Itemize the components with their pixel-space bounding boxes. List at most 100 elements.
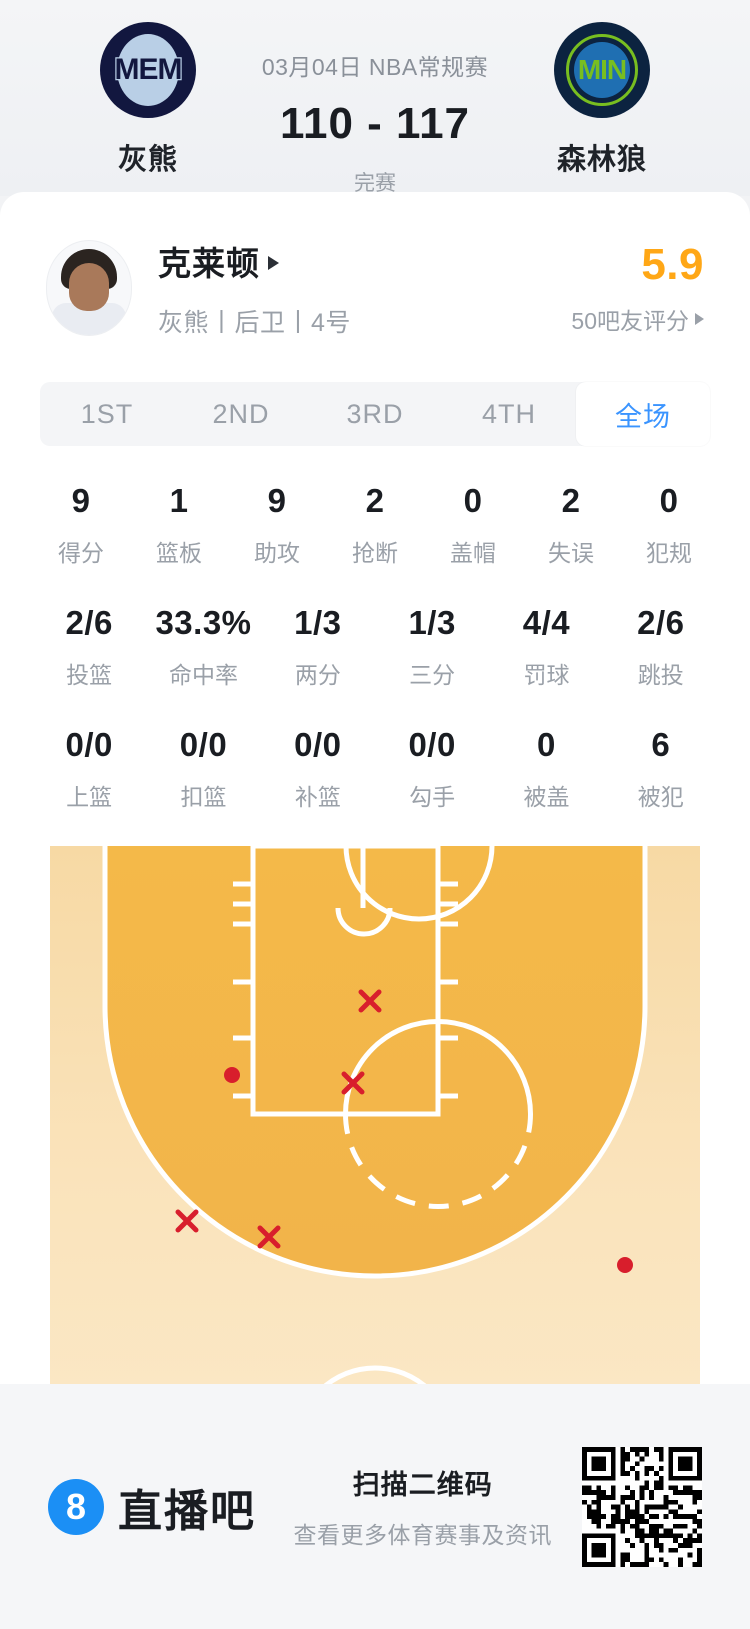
shot-made-marker <box>617 1257 633 1273</box>
stat-value: 0/0 <box>408 726 456 763</box>
tab-3rd[interactable]: 3RD <box>346 398 404 429</box>
stat-label: 勾手 <box>409 784 456 810</box>
stat-field-goal-pct: 33.3% 命中率 <box>146 604 260 690</box>
stat-value: 9 <box>267 482 287 519</box>
stats-row-primary: 9 得分 1 篮板 9 助攻 2 抢断 0 盖帽 <box>32 482 718 568</box>
stat-value: 0/0 <box>294 726 342 763</box>
match-status: 完赛 <box>354 172 396 195</box>
home-team-name: 灰熊 <box>118 144 179 176</box>
stat-label: 助攻 <box>254 540 300 566</box>
shot-markers <box>175 989 633 1273</box>
match-score: 110 - 117 <box>279 99 471 148</box>
stats-grid: 9 得分 1 篮板 9 助攻 2 抢断 0 盖帽 <box>0 482 750 812</box>
stats-row-shooting: 2/6 投篮 33.3% 命中率 1/3 两分 1/3 三分 4/4 罚球 <box>32 604 718 690</box>
shot-chart[interactable]: 直播吧 <box>50 846 700 1441</box>
stats-row-shot-types: 0/0 上篮 0/0 扣篮 0/0 补篮 0/0 勾手 0 被盖 <box>32 726 718 812</box>
qr-subtitle: 查看更多体育赛事及资讯 <box>293 1522 552 1548</box>
stat-label: 罚球 <box>523 662 570 688</box>
stat-label: 投篮 <box>66 662 113 688</box>
stat-label: 篮板 <box>156 540 202 566</box>
home-team[interactable]: MEM 灰熊 <box>60 22 236 178</box>
shot-missed-marker <box>341 1071 365 1095</box>
player-rating-block[interactable]: 5.9 50吧友评分 <box>571 240 704 336</box>
stat-fouls-drawn: 6 被犯 <box>604 726 718 812</box>
stat-label: 犯规 <box>646 540 692 566</box>
stat-label: 扣篮 <box>180 784 227 810</box>
brand-block[interactable]: 8 直播吧 <box>48 1475 256 1539</box>
stat-value: 2/6 <box>637 604 685 641</box>
away-team[interactable]: MIN 森林狼 <box>514 22 690 178</box>
brand-badge-icon: 8 <box>48 1478 104 1535</box>
stat-jump-shots: 2/6 跳投 <box>604 604 718 690</box>
stat-value: 4/4 <box>522 604 571 641</box>
stat-value: 0 <box>537 726 556 763</box>
stat-dunks: 0/0 扣篮 <box>146 726 260 812</box>
stat-blocks: 0 盖帽 <box>424 482 522 568</box>
stat-value: 0/0 <box>65 726 113 763</box>
stat-steals: 2 抢断 <box>326 482 424 568</box>
stat-value: 1/3 <box>294 604 342 641</box>
player-header-row: 克莱顿 灰熊丨后卫丨4号 5.9 50吧友评分 <box>0 192 750 338</box>
stat-label: 失误 <box>548 540 594 566</box>
shot-made-marker <box>224 1067 240 1083</box>
player-info: 克莱顿 灰熊丨后卫丨4号 <box>158 237 571 339</box>
stat-value: 33.3% <box>155 604 252 641</box>
stat-value: 1/3 <box>408 604 456 641</box>
stat-two-pointers: 1/3 两分 <box>261 604 375 690</box>
stat-value: 2/6 <box>65 604 113 641</box>
chevron-right-icon <box>268 256 279 270</box>
home-team-abbr: MEM <box>113 52 183 87</box>
stat-free-throws: 4/4 罚球 <box>489 604 603 690</box>
stat-value: 2 <box>365 482 385 519</box>
player-rating-label: 50吧友评分 <box>571 308 689 334</box>
shot-chart-svg <box>50 846 700 1441</box>
stat-label: 被犯 <box>637 784 684 810</box>
player-name: 克莱顿 <box>158 245 260 282</box>
stat-label: 命中率 <box>168 662 238 688</box>
shot-missed-marker <box>257 1225 281 1249</box>
away-team-logo-icon: MIN <box>553 22 650 118</box>
stat-three-pointers: 1/3 三分 <box>375 604 489 690</box>
tab-2nd[interactable]: 2ND <box>212 398 270 429</box>
home-team-logo-icon: MEM <box>100 22 197 118</box>
stat-label: 补篮 <box>294 784 341 810</box>
stat-value: 1 <box>169 482 189 519</box>
stat-value: 0 <box>659 482 679 519</box>
tab-full-game[interactable]: 全场 <box>576 382 710 446</box>
stat-hook-shots: 0/0 勾手 <box>375 726 489 812</box>
stat-assists: 9 助攻 <box>228 482 326 568</box>
match-center-block: 03月04日 NBA常规赛 110 - 117 完赛 <box>236 22 514 197</box>
stat-value: 9 <box>71 482 91 519</box>
stat-label: 得分 <box>58 540 104 566</box>
stat-label: 三分 <box>409 662 456 688</box>
stat-label: 两分 <box>294 662 341 688</box>
period-tabs: 1ST 2ND 3RD 4TH 全场 <box>40 382 710 446</box>
stat-label: 上篮 <box>66 784 113 810</box>
qr-code-icon[interactable] <box>582 1446 702 1567</box>
stat-field-goals: 2/6 投篮 <box>32 604 146 690</box>
stat-putbacks: 0/0 补篮 <box>261 726 375 812</box>
match-meta: 03月04日 NBA常规赛 <box>261 54 489 80</box>
stat-points: 9 得分 <box>32 482 130 568</box>
stat-fouls: 0 犯规 <box>620 482 718 568</box>
away-team-abbr: MIN <box>577 54 627 85</box>
player-avatar <box>46 240 132 336</box>
stat-layups: 0/0 上篮 <box>32 726 146 812</box>
player-subtitle: 灰熊丨后卫丨4号 <box>158 309 351 337</box>
chevron-right-small-icon <box>695 313 704 325</box>
stat-value: 0/0 <box>179 726 228 763</box>
qr-text: 扫描二维码 查看更多体育赛事及资讯 <box>294 1463 553 1550</box>
player-name-line[interactable]: 克莱顿 <box>158 237 571 285</box>
stat-blocked: 0 被盖 <box>489 726 603 812</box>
tab-4th[interactable]: 4TH <box>481 398 536 429</box>
stat-turnovers: 2 失误 <box>522 482 620 568</box>
shot-missed-marker <box>358 989 382 1013</box>
qr-block: 扫描二维码 查看更多体育赛事及资讯 <box>294 1446 702 1567</box>
footer: 8 直播吧 扫描二维码 查看更多体育赛事及资讯 <box>0 1384 750 1629</box>
stat-rebounds: 1 篮板 <box>130 482 228 568</box>
brand-name: 直播吧 <box>118 1486 256 1536</box>
tab-1st[interactable]: 1ST <box>80 398 134 429</box>
shot-missed-marker <box>175 1209 199 1233</box>
stat-value: 6 <box>651 726 671 763</box>
